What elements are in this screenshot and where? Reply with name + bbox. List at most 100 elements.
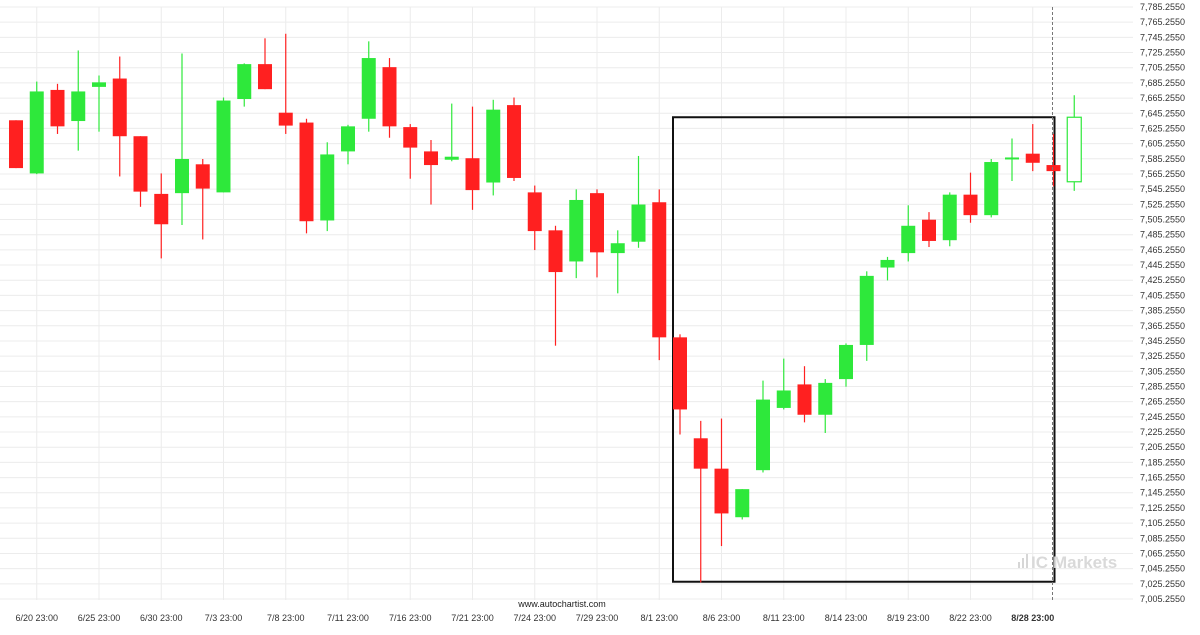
y-tick-label: 7,705.2550 [1140, 63, 1185, 73]
candle-body [984, 162, 999, 216]
candle-bull [818, 379, 833, 433]
candle-bull [320, 142, 335, 232]
candle-body [112, 78, 127, 137]
candle-body [527, 192, 542, 232]
y-tick-label: 7,385.2550 [1140, 306, 1185, 316]
candle-body [590, 193, 604, 253]
candle-body [403, 127, 418, 148]
y-tick-label: 7,745.2550 [1140, 32, 1185, 42]
candle-body [133, 136, 148, 192]
candle-bull [942, 192, 957, 247]
candle-bull [341, 124, 355, 165]
source-label: www.autochartist.com [517, 599, 606, 609]
candle-bull [756, 380, 770, 473]
y-tick-label: 7,585.2550 [1140, 154, 1185, 164]
gridlines [0, 6, 1133, 600]
y-tick-label: 7,205.2550 [1140, 442, 1185, 452]
candle-body [776, 390, 791, 408]
candle-bear [9, 120, 23, 169]
x-tick-label: 7/29 23:00 [576, 613, 619, 623]
x-tick-label: 8/14 23:00 [825, 613, 868, 623]
candle-body [278, 112, 293, 126]
candle-bull [216, 97, 231, 193]
brand-bar-1 [1018, 562, 1020, 568]
y-tick-label: 7,325.2550 [1140, 351, 1185, 361]
brand-bar-2 [1022, 558, 1024, 568]
y-tick-label: 7,105.2550 [1140, 518, 1185, 528]
candle-bull [486, 99, 501, 196]
y-tick-label: 7,285.2550 [1140, 381, 1185, 391]
x-tick-label: 6/20 23:00 [15, 613, 58, 623]
candle-body [652, 202, 667, 338]
candle-body [859, 275, 874, 345]
x-tick-label: 8/1 23:00 [640, 613, 678, 623]
candle-body [548, 230, 563, 273]
x-tick-label: 7/16 23:00 [389, 613, 432, 623]
x-tick-label: 8/28 23:00 [1011, 613, 1054, 623]
y-tick-label: 7,065.2550 [1140, 548, 1185, 558]
candle-bear [299, 118, 314, 234]
y-tick-label: 7,545.2550 [1140, 184, 1185, 194]
candle-body [818, 382, 833, 415]
candles [9, 33, 1082, 583]
x-tick-label: 8/6 23:00 [703, 613, 741, 623]
candle-bear [797, 366, 812, 423]
y-tick-label: 7,365.2550 [1140, 321, 1185, 331]
y-tick-label: 7,165.2550 [1140, 473, 1185, 483]
candle-body [1025, 153, 1040, 163]
brand-logo: IC Markets [1018, 553, 1117, 572]
candle-body [9, 120, 23, 169]
candle-body [216, 100, 231, 193]
candle-body [1005, 157, 1019, 160]
y-axis: 7,785.2550 7,765.2550 7,745.2550 7,725.2550… [1140, 2, 1185, 604]
candle-body [507, 105, 521, 178]
candle-bull [880, 256, 895, 281]
y-tick-label: 7,685.2550 [1140, 78, 1185, 88]
candle-body [963, 194, 978, 216]
candle-body [382, 67, 397, 127]
candle-body [361, 58, 376, 119]
y-tick-label: 7,605.2550 [1140, 139, 1185, 149]
candle-bull [444, 103, 459, 162]
candle-bear [1025, 124, 1040, 172]
candle-body [71, 91, 86, 122]
candle-body [880, 259, 895, 268]
candle-bear [548, 225, 563, 346]
y-tick-label: 7,785.2550 [1140, 2, 1185, 12]
brand-text: Markets [1053, 553, 1117, 572]
candle-bull [361, 41, 376, 132]
x-tick-label: 7/3 23:00 [205, 613, 243, 623]
x-axis: 6/20 23:00 6/25 23:00 6/30 23:00 7/3 23:00 7… [15, 613, 1054, 623]
candle-body [693, 438, 708, 469]
x-tick-label: 6/30 23:00 [140, 613, 183, 623]
candle-bear [195, 158, 210, 240]
candle-bull [631, 155, 646, 248]
candle-bear [922, 212, 936, 248]
candle-body [29, 91, 44, 174]
candle-bear [382, 58, 397, 138]
candle-body [175, 158, 189, 194]
y-tick-label: 7,645.2550 [1140, 108, 1185, 118]
candle-bull [776, 358, 791, 410]
candle-bull [735, 489, 750, 520]
candle-bull [984, 158, 999, 218]
candle-body [50, 89, 65, 127]
candle-body [1066, 116, 1082, 183]
x-tick-label: 8/11 23:00 [763, 613, 805, 623]
x-tick-label: 7/8 23:00 [267, 613, 305, 623]
x-tick-label: 8/22 23:00 [949, 613, 992, 623]
candle-body [341, 126, 355, 152]
candle-bull [175, 53, 189, 226]
candle-body [195, 164, 210, 189]
candle-bear [714, 418, 729, 547]
candle-bull [901, 205, 916, 262]
y-tick-label: 7,225.2550 [1140, 427, 1185, 437]
y-tick-label: 7,485.2550 [1140, 230, 1185, 240]
candle-body [901, 225, 916, 254]
candle-body [839, 344, 853, 380]
candle-body [797, 384, 812, 415]
brand-mark: IC [1031, 553, 1048, 572]
candle-body [631, 204, 646, 242]
y-tick-label: 7,725.2550 [1140, 48, 1185, 58]
